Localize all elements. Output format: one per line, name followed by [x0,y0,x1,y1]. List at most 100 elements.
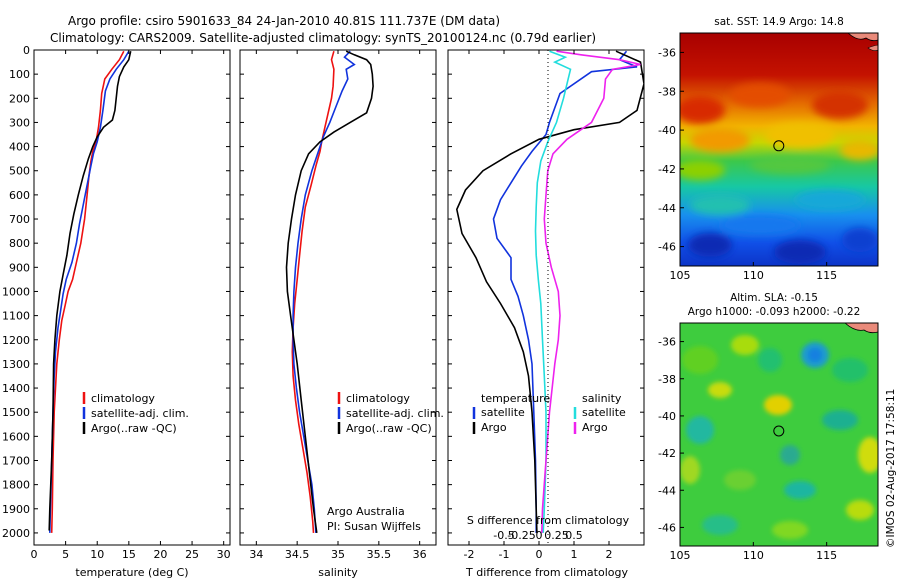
temperature-legend: climatology satellite-adj. clim. Argo(..… [82,392,189,435]
y-tick-label: 0 [23,44,30,57]
y-tick-label: 1600 [2,430,30,443]
sst-map-frame [679,32,879,267]
y-tick-label: 700 [9,213,30,226]
x-tick-label: -0.5 [493,529,514,542]
legend-satellite-sal: satellite-adj. clim. [346,407,444,420]
sla-heatmap [680,323,878,546]
x-tick-label: -2 [464,548,475,561]
y-tick-label: 1000 [2,285,30,298]
y-tick-label: 1900 [2,503,30,516]
x-tick-label: 25 [185,548,199,561]
temperature-series-group [48,50,132,533]
salinity-series-group [285,50,374,534]
map-y-tick-label: -40 [658,410,676,423]
sst-map-title: sat. SST: 14.9 Argo: 14.8 [714,16,844,28]
sla-map-title: Altim. SLA: -0.15 [730,292,818,304]
salinity-plot-frame [239,49,437,546]
temperature-axis-label: temperature (deg C) [75,566,188,579]
series-line-2-3 [541,50,641,533]
legend-argo: Argo(..raw -QC) [91,422,177,435]
x-tick-label: 10 [90,548,104,561]
x-tick-label: 20 [153,548,167,561]
header-line-1: Argo profile: csiro 5901633_84 24-Jan-20… [68,14,500,28]
map-y-tick-label: -42 [658,447,676,460]
x-tick-label: 0 [536,529,543,542]
legend-t-satellite: satellite [481,406,525,419]
y-tick-label: 1700 [2,454,30,467]
legend-s-argo: Argo [582,421,608,434]
annotation-institution: Argo Australia [327,505,405,518]
map-y-tick-label: -46 [658,521,676,534]
y-tick-label: 1300 [2,358,30,371]
x-tick-label: 35.5 [367,548,392,561]
y-tick-label: 1400 [2,382,30,395]
sla-map-frame [679,322,879,547]
legend-temperature-title: temperature [481,392,550,405]
x-tick-label: 30 [217,548,231,561]
difference-legend: temperature satellite Argo salinity sate… [472,392,626,434]
x-tick-label: 15 [122,548,136,561]
x-tick-label: 0 [31,548,38,561]
series-line-0-2 [48,51,132,531]
x-axis-ticks: 0 5 10 15 20 25 30 34 34.5 35 35.5 36 -2 -1 0 1 2 -0.5-0.… [31,50,613,561]
map-x-tick-label: 110 [743,549,764,562]
map-y-tick-label: -36 [658,336,676,349]
map-y-tick-label: -42 [658,163,676,176]
y-tick-label: 400 [9,141,30,154]
series-line-2-0 [492,50,638,533]
map-y-tick-label: -38 [658,85,676,98]
y-tick-label: 1200 [2,334,30,347]
x-tick-label: 0.25 [544,529,569,542]
x-tick-label: 0.5 [565,529,583,542]
legend-t-argo: Argo [481,421,507,434]
y-tick-label: 1500 [2,406,30,419]
salinity-axis-label: salinity [318,566,358,579]
header-line-2: Climatology: CARS2009. Satellite-adjuste… [50,31,596,45]
map-y-tick-label: -46 [658,241,676,254]
x-tick-label: 0 [536,548,543,561]
x-tick-label: 2 [606,548,613,561]
x-tick-label: 36 [413,548,427,561]
salinity-legend: climatology satellite-adj. clim. Argo(..… [337,392,444,435]
t-difference-axis-label: T difference from climatology [465,566,628,579]
x-tick-label: 35 [331,548,345,561]
y-tick-label: 800 [9,237,30,250]
x-tick-label: 34.5 [285,548,310,561]
x-tick-label: -1 [499,548,510,561]
difference-series-group [455,50,644,533]
difference-plot-frame [447,49,645,546]
series-line-0-0 [50,50,125,533]
map-y-tick-label: -44 [658,202,676,215]
legend-satellite: satellite-adj. clim. [91,407,189,420]
sla-map-subtitle: Argo h1000: -0.093 h2000: -0.22 [688,306,861,318]
y-tick-label: 2000 [2,527,30,540]
series-line-2-2 [534,50,572,533]
map-y-tick-label: -38 [658,373,676,386]
map-x-tick-label: 115 [816,549,837,562]
sla-profile-location-marker [773,425,785,437]
depth-axis-ticks: 0 100 200 300 400 500 600 700 800 900 1000 1100 1200… [2,44,644,540]
y-tick-label: 1100 [2,310,30,323]
sla-map-ticks: 105 110 115 -36 -38 -40 -42 -44 -46 [658,336,837,562]
sst-map-ticks: 105 110 115 -36 -38 -40 -42 -44 -46 [658,46,837,282]
y-tick-label: 300 [9,116,30,129]
x-tick-label: 34 [249,548,263,561]
map-y-tick-label: -36 [658,46,676,59]
s-difference-axis-label: S difference from climatology [467,514,630,527]
map-y-tick-label: -40 [658,124,676,137]
annotation-pi: PI: Susan Wijffels [327,520,421,533]
legend-climatology-sal: climatology [346,392,410,405]
y-tick-label: 200 [9,92,30,105]
series-line-0-1 [49,50,130,533]
y-tick-label: 500 [9,165,30,178]
y-tick-label: 100 [9,68,30,81]
y-tick-label: 900 [9,261,30,274]
x-tick-label: -0.25 [507,529,535,542]
y-tick-label: 600 [9,189,30,202]
series-line-1-2 [285,50,374,534]
map-y-tick-label: -44 [658,484,676,497]
series-line-2-1 [455,50,644,533]
legend-s-satellite: satellite [582,406,626,419]
map-x-tick-label: 105 [670,549,691,562]
